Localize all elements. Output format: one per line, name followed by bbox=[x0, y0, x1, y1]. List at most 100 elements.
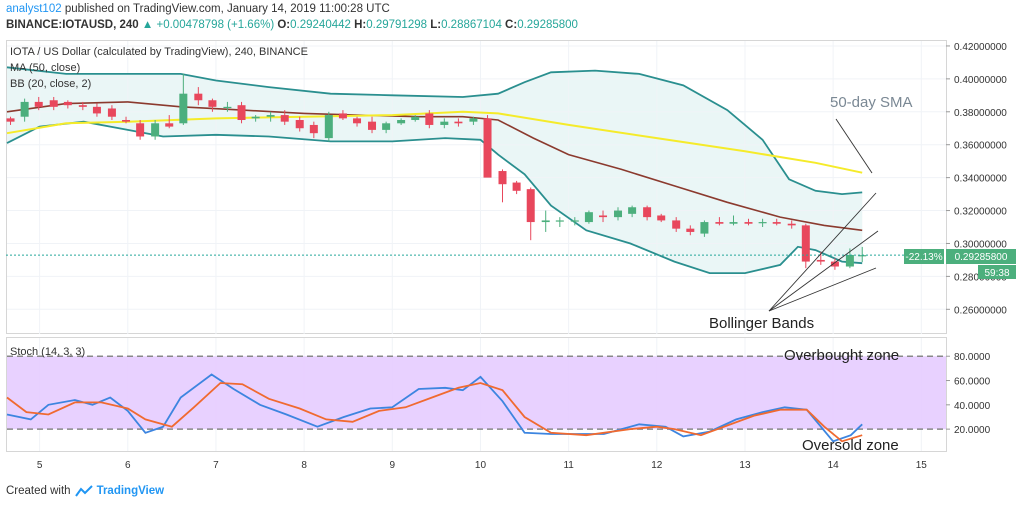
candle-body bbox=[672, 220, 681, 229]
candle-body bbox=[397, 120, 406, 124]
candle-body bbox=[92, 106, 101, 114]
close-value: 0.29285800 bbox=[517, 19, 578, 31]
candlesticks bbox=[6, 73, 867, 270]
chart-canvas[interactable]: 0.42000000 0.40000000 0.38000000 0.36000000… bbox=[6, 40, 1018, 478]
candle-body bbox=[78, 105, 87, 107]
candle-body bbox=[353, 118, 362, 124]
candle-body bbox=[295, 120, 304, 129]
candle-body bbox=[266, 115, 275, 117]
price-tick-label: 0.30000000 bbox=[954, 239, 1007, 250]
low-label: L: bbox=[430, 19, 442, 31]
overbought-annotation: Overbought zone bbox=[784, 347, 899, 364]
candle-body bbox=[643, 207, 652, 218]
sma-annotation: 50-day SMA bbox=[830, 94, 913, 111]
candle-body bbox=[787, 223, 796, 226]
candle-body bbox=[122, 120, 131, 122]
candle-body bbox=[744, 222, 753, 224]
close-label: C: bbox=[505, 19, 518, 31]
time-tick-label: 10 bbox=[475, 460, 487, 471]
bb-legend: BB (20, close, 2) bbox=[10, 78, 91, 90]
bb-arrow-line-3 bbox=[768, 267, 877, 312]
candle-body bbox=[237, 105, 246, 121]
candle-body bbox=[251, 116, 260, 119]
candle-body bbox=[411, 116, 420, 121]
price-tick-label: 0.34000000 bbox=[954, 174, 1007, 185]
candle-body bbox=[599, 215, 608, 218]
candle-body bbox=[512, 182, 521, 191]
stoch-band-fill bbox=[7, 356, 946, 430]
sma50-line bbox=[6, 110, 863, 174]
sma-arrow-line bbox=[835, 118, 873, 174]
time-tick-label: 13 bbox=[739, 460, 751, 471]
chart-legend-title: IOTA / US Dollar (calculated by TradingV… bbox=[10, 46, 308, 58]
candle-body bbox=[729, 222, 738, 224]
bb-arrow-line-1 bbox=[768, 192, 877, 312]
published-text: published on TradingView.com, January 14… bbox=[64, 3, 390, 15]
candle-body bbox=[801, 225, 810, 262]
candle-body bbox=[469, 118, 478, 122]
ma-legend: MA (50, close) bbox=[10, 62, 80, 74]
candle-body bbox=[49, 100, 58, 107]
candle-body bbox=[700, 222, 709, 234]
candle-body bbox=[223, 106, 232, 109]
candle-body bbox=[324, 115, 333, 139]
candle-body bbox=[208, 100, 217, 107]
time-tick-label: 14 bbox=[828, 460, 840, 471]
bar-timer-text: 59:38 bbox=[984, 268, 1009, 279]
time-tick-label: 5 bbox=[37, 460, 43, 471]
candle-body bbox=[772, 222, 781, 224]
last-price-badge bbox=[946, 249, 1016, 264]
price-tick-label: 0.26000000 bbox=[954, 305, 1007, 316]
candle-body bbox=[816, 259, 825, 262]
ohlc-line: BINANCE:IOTAUSD, 240 ▲ +0.00478798 (+1.6… bbox=[6, 19, 578, 31]
candle-body bbox=[498, 171, 507, 185]
pct-change-text: -22.13% bbox=[905, 252, 942, 263]
open-label: O: bbox=[277, 19, 291, 31]
candle-body bbox=[483, 118, 492, 178]
candle-body bbox=[440, 121, 449, 125]
symbol-label: BINANCE:IOTAUSD, 240 bbox=[6, 19, 139, 31]
bb-annotation: Bollinger Bands bbox=[709, 315, 814, 332]
price-tick-label: 0.40000000 bbox=[954, 75, 1007, 86]
price-axis: 0.42000000 0.40000000 0.38000000 0.36000000… bbox=[7, 42, 1007, 316]
time-tick-label: 9 bbox=[390, 460, 396, 471]
low-value: 0.28867104 bbox=[441, 19, 502, 31]
candle-body bbox=[541, 220, 550, 223]
price-tag: -22.13% 0.29285800 59:38 bbox=[904, 249, 1016, 279]
candle-body bbox=[425, 113, 434, 125]
candle-body bbox=[845, 254, 854, 267]
candle-body bbox=[6, 118, 15, 122]
candle-body bbox=[555, 220, 564, 222]
stoch-band bbox=[7, 355, 946, 430]
candle-body bbox=[136, 123, 145, 137]
time-tick-label: 12 bbox=[651, 460, 663, 471]
time-tick-label: 8 bbox=[301, 460, 307, 471]
candle-body bbox=[179, 93, 188, 124]
stoch-tick-label: 40.0000 bbox=[954, 401, 991, 412]
candle-body bbox=[165, 123, 174, 127]
candle-body bbox=[280, 115, 289, 122]
last-price-text: 0.29285800 bbox=[955, 252, 1008, 263]
stoch-k-line bbox=[6, 373, 863, 443]
candle-body bbox=[194, 93, 203, 101]
candle-body bbox=[830, 261, 839, 267]
triangle-up-icon: ▲ bbox=[141, 19, 154, 31]
candle-body bbox=[614, 210, 623, 218]
open-value: 0.29240442 bbox=[290, 19, 351, 31]
bb-basis-line bbox=[6, 101, 863, 232]
change-value: +0.00478798 (+1.66%) bbox=[156, 19, 275, 31]
candle-body bbox=[657, 215, 666, 221]
indicator-lines bbox=[6, 66, 863, 443]
author-link[interactable]: analyst102 bbox=[6, 3, 62, 15]
tradingview-brand-link[interactable]: TradingView bbox=[96, 485, 165, 497]
bar-timer-badge bbox=[978, 265, 1016, 279]
candle-body bbox=[686, 228, 695, 232]
candle-body bbox=[526, 189, 535, 223]
bb-upper-line bbox=[6, 66, 863, 196]
stoch-legend: Stoch (14, 3, 3) bbox=[10, 346, 85, 358]
price-tick-label: 0.42000000 bbox=[954, 42, 1007, 53]
chart-area[interactable]: 0.42000000 0.40000000 0.38000000 0.36000000… bbox=[6, 40, 1018, 478]
candle-body bbox=[20, 101, 29, 117]
candle-body bbox=[584, 212, 593, 223]
candle-body bbox=[758, 222, 767, 224]
